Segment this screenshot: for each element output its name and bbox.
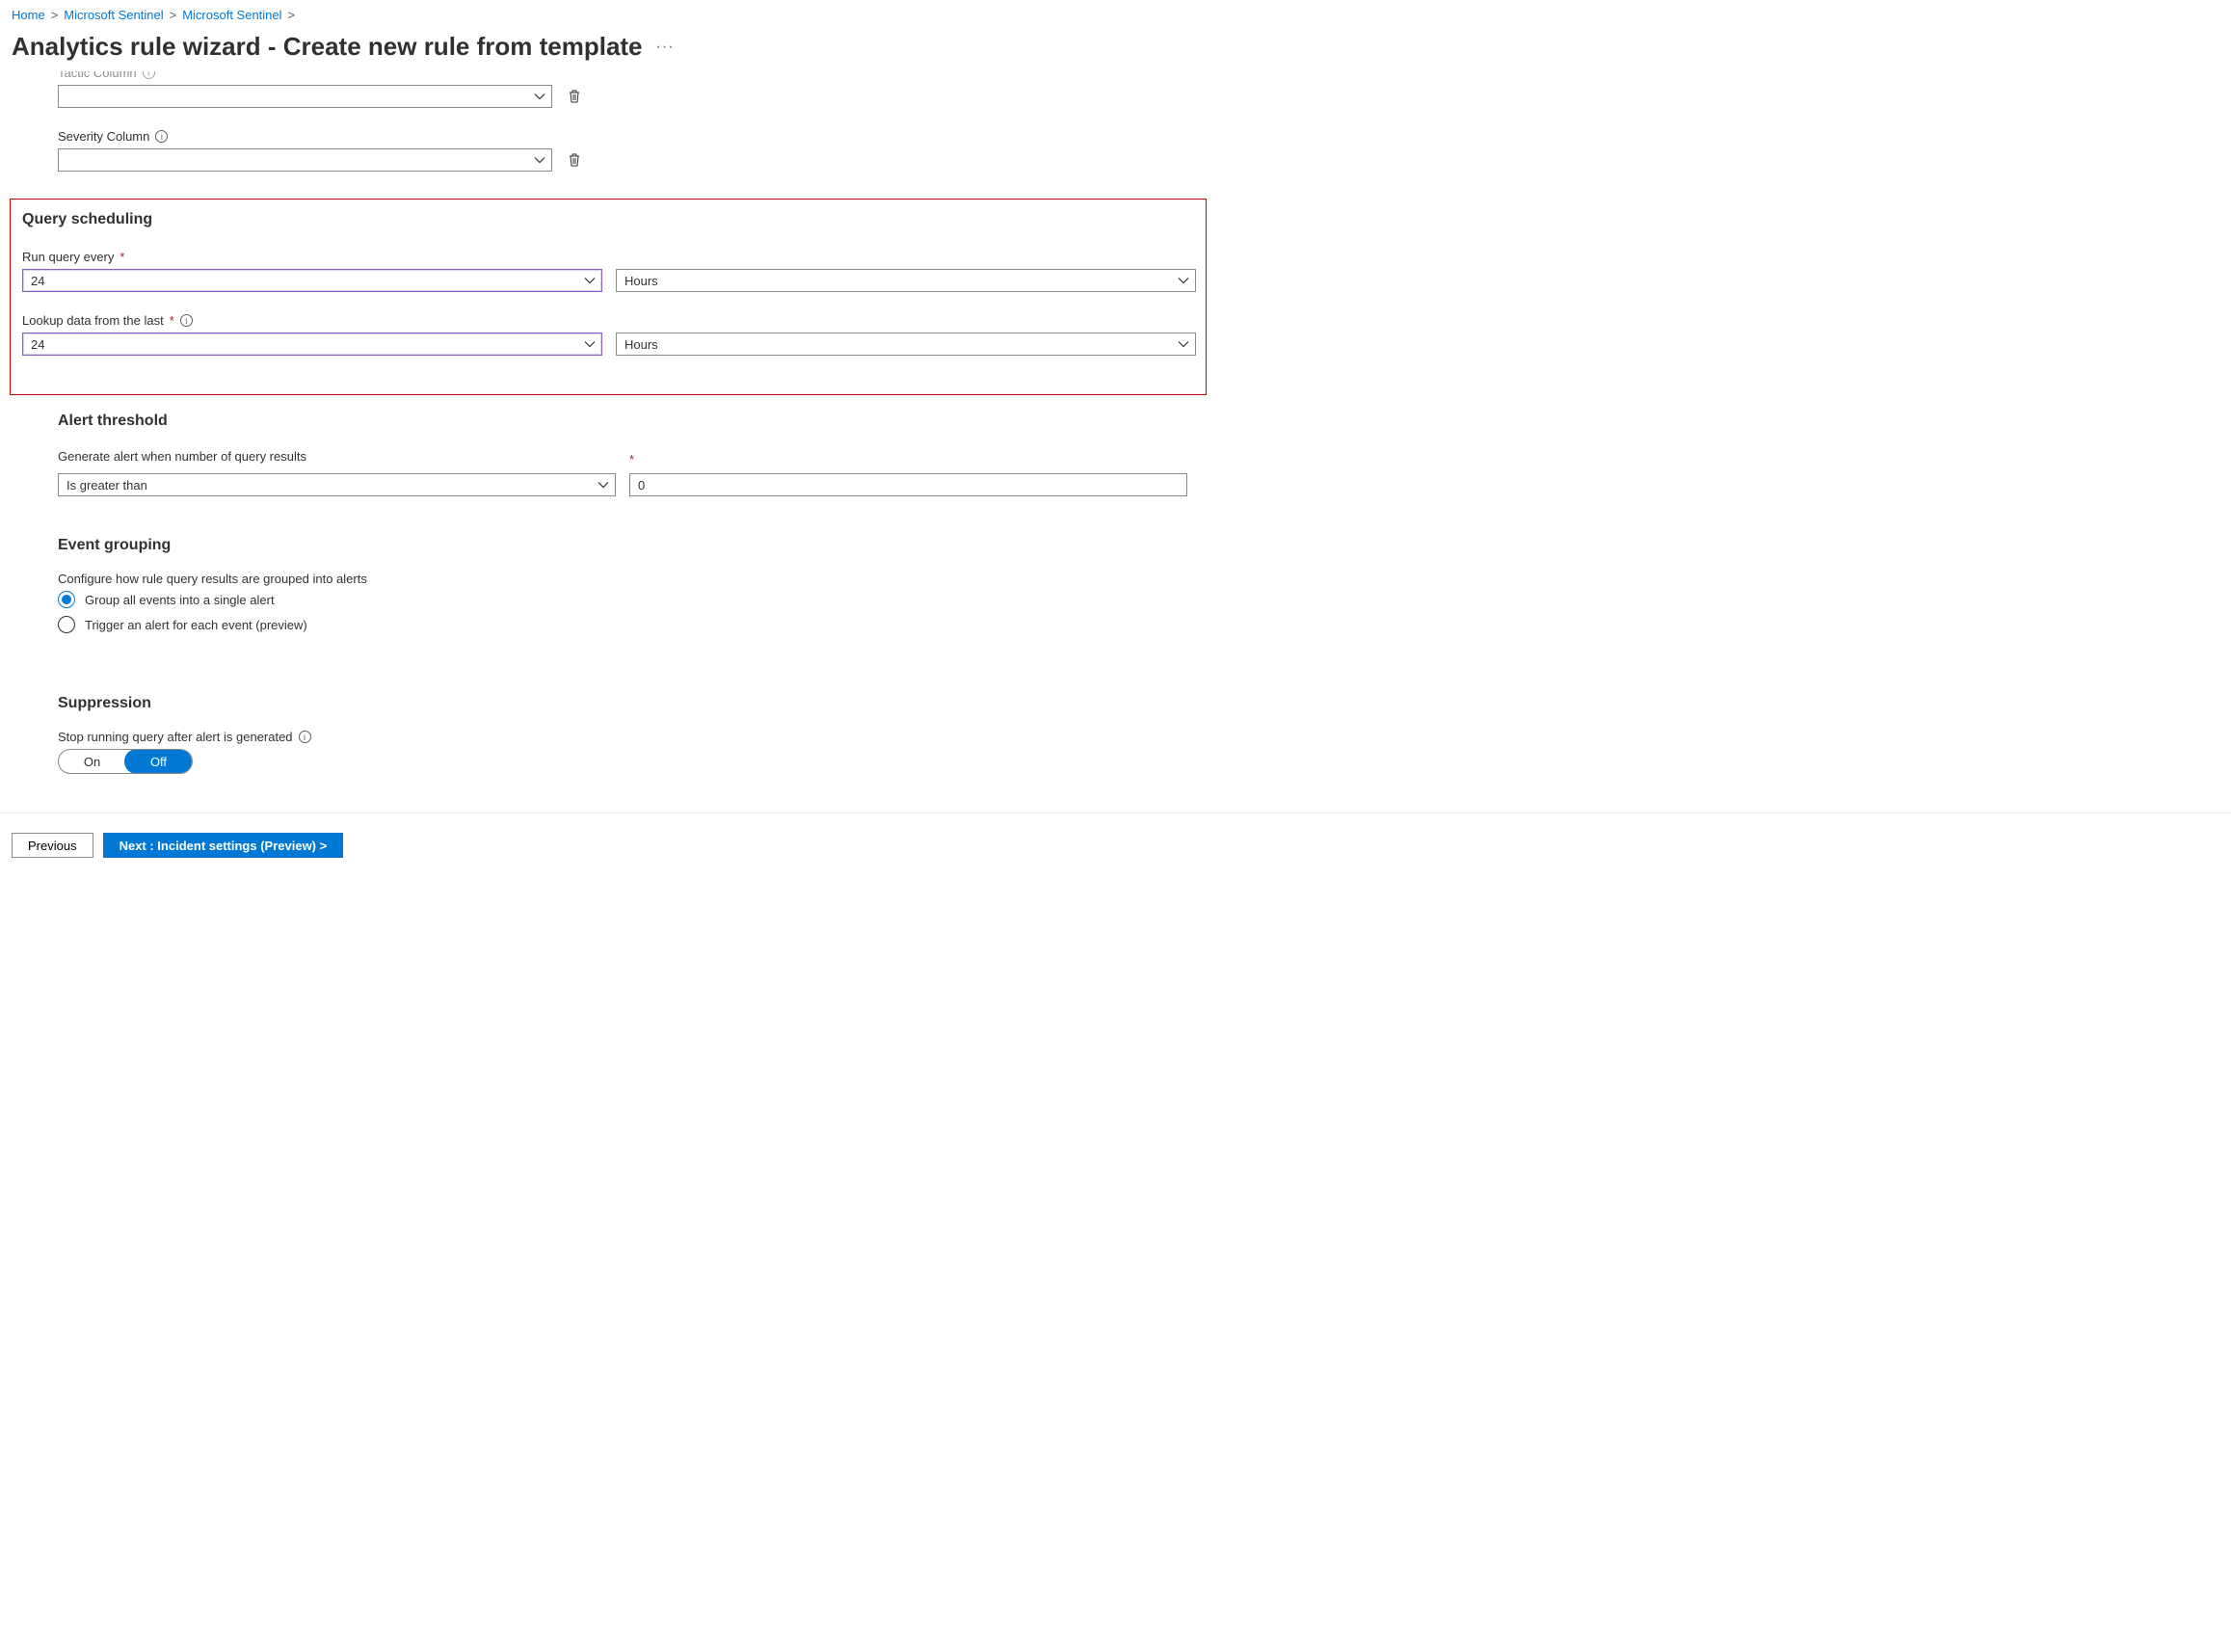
run-query-unit-dropdown[interactable]: Hours (616, 269, 1196, 292)
query-scheduling-header: Query scheduling (22, 211, 1196, 228)
query-scheduling-section: Query scheduling Run query every * 24 (10, 199, 1207, 395)
breadcrumb-separator: > (170, 8, 177, 22)
info-icon: i (155, 130, 168, 143)
breadcrumb-separator: > (288, 8, 296, 22)
threshold-operator-dropdown[interactable]: Is greater than (58, 473, 616, 496)
chevron-down-icon (584, 275, 596, 286)
severity-delete-button[interactable] (566, 151, 583, 169)
run-query-value-dropdown[interactable]: 24 (22, 269, 602, 292)
event-grouping-header: Event grouping (58, 537, 1187, 554)
lookup-value-dropdown[interactable]: 24 (22, 333, 602, 356)
page-title-row: Analytics rule wizard - Create new rule … (12, 32, 2219, 62)
chevron-down-icon (534, 91, 545, 102)
grouping-option-label: Group all events into a single alert (85, 593, 275, 607)
suppression-label: Stop running query after alert is genera… (58, 730, 1187, 744)
required-marker: * (120, 250, 124, 264)
severity-column-dropdown[interactable] (58, 148, 552, 172)
run-query-value: 24 (31, 274, 44, 288)
alert-threshold-header: Alert threshold (58, 413, 1187, 430)
wizard-footer: Previous Next : Incident settings (Previ… (0, 813, 2231, 877)
chevron-down-icon (598, 479, 609, 491)
breadcrumb-link-home[interactable]: Home (12, 8, 45, 22)
radio-unchecked-icon (58, 616, 75, 633)
threshold-value: 0 (638, 478, 645, 493)
suppression-header: Suppression (58, 695, 1187, 712)
toggle-off-label: Off (125, 755, 192, 769)
threshold-label: Generate alert when number of query resu… (58, 449, 616, 464)
grouping-option-each[interactable]: Trigger an alert for each event (preview… (58, 616, 1187, 633)
severity-column-field: Severity Column i (58, 129, 583, 172)
run-query-unit: Hours (624, 274, 658, 288)
event-grouping-description: Configure how rule query results are gro… (58, 572, 1187, 586)
info-icon: i (180, 314, 193, 327)
info-icon: i (143, 67, 155, 79)
grouping-option-label: Trigger an alert for each event (preview… (85, 618, 307, 632)
severity-column-label: Severity Column i (58, 129, 583, 144)
run-query-field: Run query every * 24 Hour (22, 250, 1196, 292)
threshold-value-input[interactable]: 0 (629, 473, 1187, 496)
run-query-label: Run query every * (22, 250, 1196, 264)
grouping-option-single[interactable]: Group all events into a single alert (58, 591, 1187, 608)
more-actions-button[interactable]: ··· (656, 39, 675, 56)
radio-checked-icon (58, 591, 75, 608)
page-title: Analytics rule wizard - Create new rule … (12, 32, 643, 62)
alert-threshold-field: Generate alert when number of query resu… (58, 449, 1187, 496)
toggle-on-label: On (59, 755, 125, 769)
tactic-delete-button[interactable] (566, 88, 583, 105)
breadcrumb-link-sentinel-1[interactable]: Microsoft Sentinel (64, 8, 163, 22)
lookup-data-label: Lookup data from the last * i (22, 313, 1196, 328)
chevron-down-icon (534, 154, 545, 166)
lookup-data-field: Lookup data from the last * i 24 (22, 313, 1196, 356)
breadcrumb-link-sentinel-2[interactable]: Microsoft Sentinel (182, 8, 281, 22)
chevron-down-icon (584, 338, 596, 350)
chevron-down-icon (1178, 338, 1189, 350)
next-button[interactable]: Next : Incident settings (Preview) > (103, 833, 344, 858)
tactic-column-dropdown[interactable] (58, 85, 552, 108)
lookup-unit: Hours (624, 337, 658, 352)
threshold-operator-value: Is greater than (66, 478, 147, 493)
breadcrumb: Home > Microsoft Sentinel > Microsoft Se… (12, 8, 2219, 22)
info-icon: i (299, 731, 311, 743)
tactic-column-label: Tactic Column i (58, 66, 583, 80)
breadcrumb-separator: > (51, 8, 59, 22)
chevron-down-icon (1178, 275, 1189, 286)
suppression-toggle[interactable]: On Off (58, 749, 193, 774)
lookup-unit-dropdown[interactable]: Hours (616, 333, 1196, 356)
previous-button[interactable]: Previous (12, 833, 93, 858)
required-marker: * (629, 452, 634, 466)
tactic-column-field: Tactic Column i (58, 66, 583, 108)
required-marker: * (170, 313, 174, 328)
lookup-value: 24 (31, 337, 44, 352)
